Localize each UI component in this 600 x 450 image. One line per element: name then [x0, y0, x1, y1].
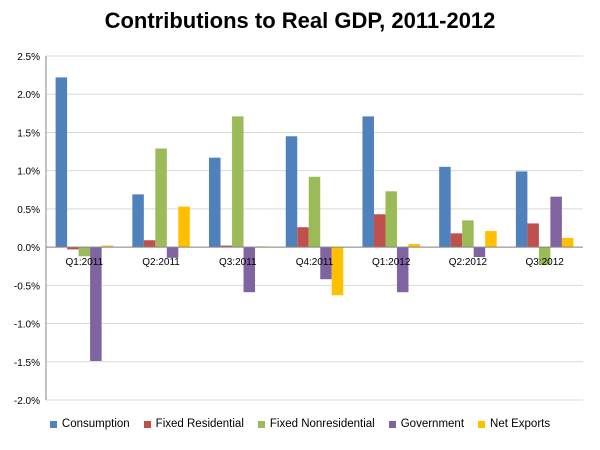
bar-government — [320, 247, 332, 280]
legend-item: Consumption — [49, 418, 130, 430]
legend-swatch — [257, 420, 265, 428]
legend-label: Fixed Residential — [155, 418, 244, 430]
y-tick-label: -1.5% — [14, 358, 40, 369]
bar-government — [396, 247, 409, 293]
bar-fixed-residential — [67, 247, 79, 250]
bar-consumption — [362, 116, 374, 248]
bar-net-exports — [408, 244, 420, 248]
legend-label: Net Exports — [490, 418, 551, 430]
bar-government — [243, 247, 256, 293]
bar-government — [90, 247, 102, 362]
bar-government — [550, 196, 562, 248]
legend-swatch — [388, 420, 396, 428]
bar-government — [473, 247, 486, 258]
bar-fixed-nonresidential — [78, 247, 91, 257]
x-axis-tick-labels: Q1:2011 Q2:2011 Q3:2011 Q4:2011 Q1:2012 Q2:20… — [66, 257, 565, 268]
bar-consumption — [515, 171, 528, 248]
x-tick-label: Q3:2012 — [525, 257, 564, 268]
y-axis-tick-labels: 2.5% 2.0% 1.5% 1.0% 0.5% 0.0% -0.5% -1.0% -1.5% -… — [14, 52, 40, 407]
x-tick-label: Q4:2011 — [296, 257, 334, 268]
y-tick-label: -2.0% — [14, 396, 40, 407]
bar-fixed-residential — [220, 245, 233, 248]
y-tick-label: 0.0% — [17, 243, 40, 254]
y-tick-label: 1.0% — [17, 167, 40, 178]
x-tick-label: Q1:2012 — [372, 257, 411, 268]
bar-fixed-nonresidential — [538, 247, 551, 265]
legend-item: Fixed Nonresidential — [257, 418, 375, 430]
y-tick-label: -1.0% — [14, 320, 40, 331]
bar-government — [166, 247, 179, 258]
x-tick-label: Q2:2011 — [142, 257, 180, 268]
bar-net-exports — [178, 206, 190, 248]
bar-fixed-residential — [143, 240, 156, 248]
bar-fixed-residential — [373, 214, 386, 248]
y-tick-label: 2.5% — [17, 52, 40, 63]
y-tick-label: -0.5% — [14, 281, 40, 292]
bar-consumption — [55, 77, 68, 248]
y-tick-label: 2.0% — [17, 90, 40, 101]
bar-fixed-nonresidential — [155, 148, 167, 248]
bar-fixed-residential — [527, 223, 539, 248]
legend-item: Government — [388, 418, 465, 430]
y-tick-label: 0.5% — [17, 205, 40, 216]
x-tick-label: Q2:2012 — [449, 257, 488, 268]
bar-fixed-nonresidential — [462, 220, 474, 248]
chart-title: Contributions to Real GDP, 2011-2012 — [104, 8, 496, 33]
x-tick-label: Q1:2011 — [66, 257, 104, 268]
x-tick-label: Q3:2011 — [219, 257, 257, 268]
bar-fixed-nonresidential — [232, 116, 244, 248]
legend: Consumption Fixed Residential Fixed Nonres… — [0, 418, 600, 430]
bar-fixed-nonresidential — [308, 176, 321, 248]
legend-item: Net Exports — [478, 418, 550, 430]
y-tick-label: 1.5% — [17, 128, 40, 139]
legend-swatch — [143, 420, 151, 428]
legend-label: Consumption — [61, 418, 130, 430]
legend-label: Government — [400, 418, 465, 430]
legend-swatch — [478, 420, 486, 428]
bar-fixed-nonresidential — [385, 191, 397, 248]
bar-consumption — [132, 194, 144, 248]
bars — [55, 77, 574, 362]
bar-consumption — [439, 166, 451, 248]
bar-net-exports — [331, 247, 344, 296]
bar-net-exports — [101, 245, 114, 248]
legend-item: Fixed Residential — [143, 418, 244, 430]
bar-net-exports — [485, 231, 497, 248]
legend-swatch — [49, 420, 57, 428]
bar-consumption — [285, 136, 298, 248]
bar-net-exports — [561, 237, 574, 248]
bar-fixed-residential — [450, 233, 463, 248]
bar-consumption — [209, 157, 221, 248]
bar-fixed-residential — [297, 227, 309, 248]
legend-label: Fixed Nonresidential — [269, 418, 375, 430]
